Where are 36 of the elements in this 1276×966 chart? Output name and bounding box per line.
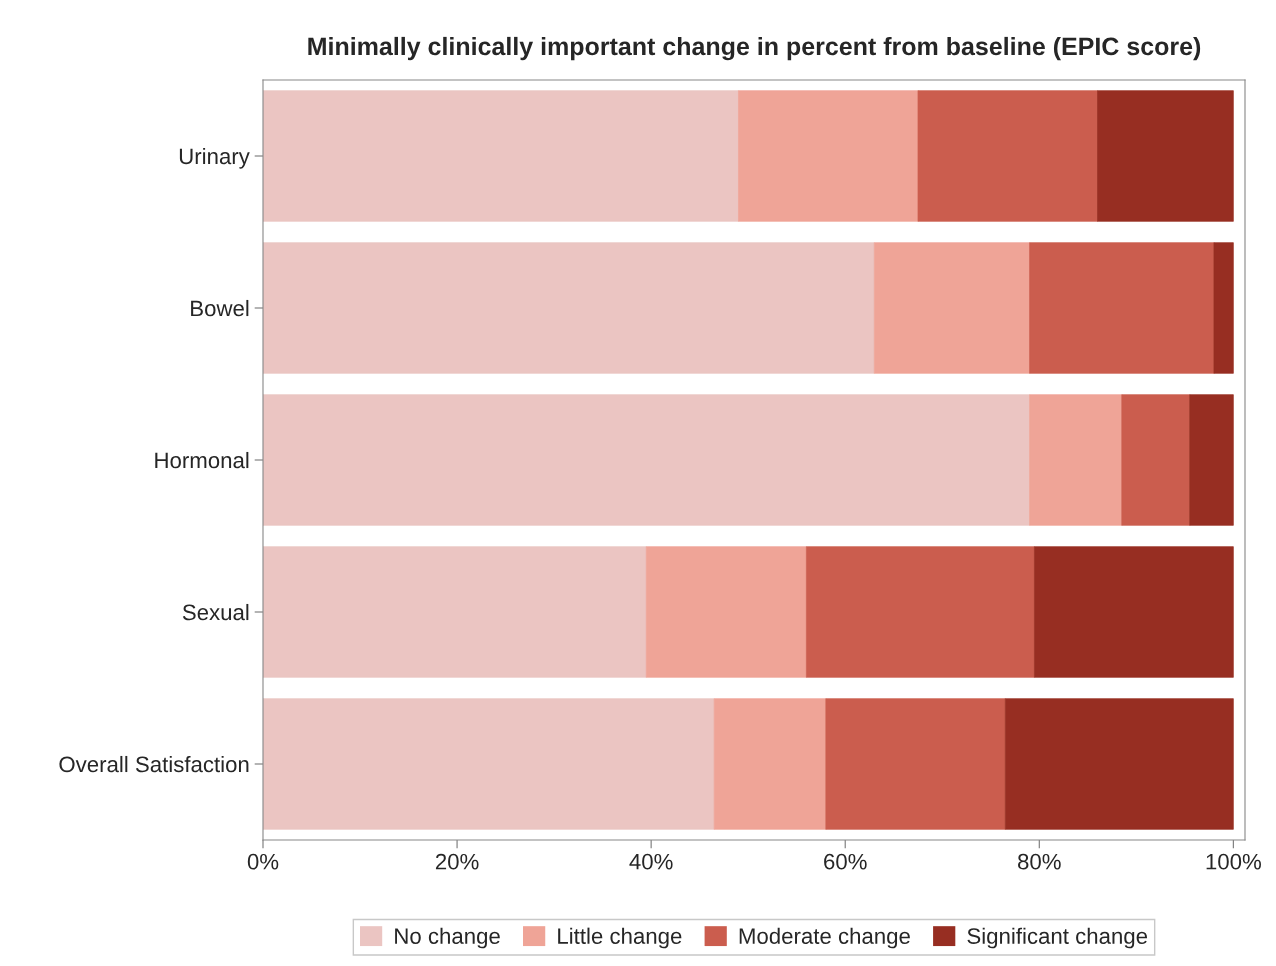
- bar: [738, 90, 919, 222]
- legend-label: Significant change: [967, 927, 1148, 949]
- bar: [263, 242, 875, 374]
- x-tick-label: 100%: [1206, 853, 1261, 870]
- bar: [263, 394, 1030, 526]
- bar: [873, 242, 1030, 374]
- x-tick-label: 0%: [247, 853, 279, 870]
- y-tick-label: Urinary: [179, 147, 250, 169]
- y-tick-label: Overall Satisfaction: [59, 755, 249, 773]
- x-tick-label: 40%: [629, 853, 673, 870]
- bar: [806, 546, 1035, 678]
- bar: [1034, 546, 1234, 678]
- y-tick-label: Hormonal: [155, 451, 249, 469]
- bar: [713, 698, 827, 830]
- chart-title: Minimally clinically important change in percent from baseline (EPIC score): [308, 36, 1201, 61]
- bar: [263, 698, 715, 830]
- bar: [263, 546, 647, 678]
- bar: [1121, 394, 1191, 526]
- bar: [1004, 698, 1234, 830]
- x-tick-label: 60%: [824, 853, 867, 870]
- y-tick-label: Sexual: [182, 603, 249, 621]
- bar: [1213, 242, 1234, 374]
- bar: [917, 90, 1098, 222]
- bar: [263, 90, 739, 222]
- legend-label: Little change: [558, 927, 682, 949]
- y-tick-label: Bowel: [191, 299, 249, 317]
- bar: [1097, 90, 1234, 222]
- bar: [1029, 242, 1215, 374]
- bar: [645, 546, 807, 678]
- bar: [1029, 394, 1123, 526]
- legend-label: No change: [395, 927, 500, 949]
- bar: [1189, 394, 1234, 526]
- x-tick-label: 80%: [1018, 853, 1061, 870]
- bar: [825, 698, 1006, 830]
- legend-label: Moderate change: [739, 927, 910, 949]
- x-tick-label: 20%: [435, 853, 479, 870]
